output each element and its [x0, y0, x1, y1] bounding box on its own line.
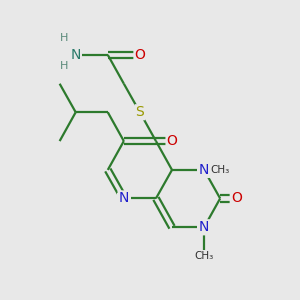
Text: CH₃: CH₃	[194, 251, 214, 261]
Bar	[166, 135, 178, 147]
Text: O: O	[134, 48, 145, 62]
Bar	[134, 106, 146, 118]
Bar	[230, 193, 242, 204]
Bar	[70, 49, 82, 61]
Text: S: S	[136, 105, 144, 119]
Bar	[197, 221, 211, 233]
Text: O: O	[167, 134, 177, 148]
Bar	[194, 250, 214, 262]
Text: N: N	[199, 220, 209, 234]
Text: N: N	[199, 163, 209, 177]
Bar	[134, 49, 146, 61]
Text: H: H	[60, 33, 68, 43]
Bar	[211, 164, 230, 175]
Text: H: H	[60, 61, 68, 71]
Text: O: O	[231, 191, 242, 206]
Text: N: N	[70, 48, 81, 62]
Text: N: N	[119, 191, 129, 206]
Bar	[117, 193, 130, 204]
Text: CH₃: CH₃	[211, 165, 230, 175]
Bar	[197, 164, 211, 176]
